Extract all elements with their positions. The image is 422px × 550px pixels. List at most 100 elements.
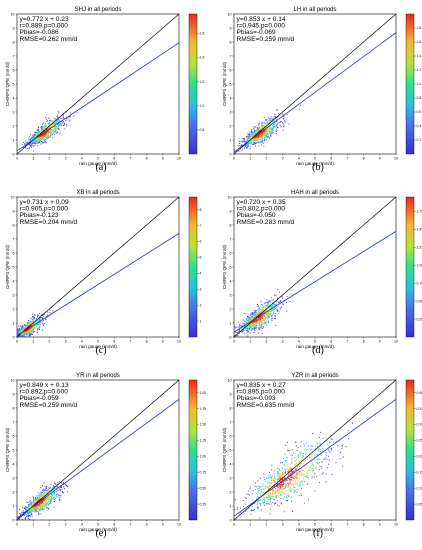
data-point: [260, 126, 262, 128]
data-point: [63, 117, 65, 119]
data-point: [265, 122, 268, 124]
data-point: [276, 121, 278, 123]
data-point: [275, 303, 277, 305]
scatter-panel-1: SHJ in all periods0011223344556677889910…: [5, 7, 204, 173]
data-point: [33, 327, 35, 329]
data-point: [268, 303, 270, 305]
y-axis-label: CHIRPS QPE (mm/d): [5, 244, 10, 289]
x-tick-label: 0: [233, 340, 235, 344]
colorbar-tick-label: 6: [200, 240, 202, 244]
data-point: [34, 316, 36, 318]
data-point: [41, 321, 43, 323]
data-point: [267, 313, 269, 316]
data-point: [65, 123, 67, 126]
data-point: [27, 141, 29, 143]
data-point: [50, 132, 52, 134]
identity-line: [16, 379, 180, 521]
data-point: [251, 322, 254, 325]
data-point: [257, 141, 259, 143]
data-point: [54, 127, 56, 129]
data-point: [29, 518, 31, 520]
data-point: [40, 317, 42, 319]
data-point: [44, 505, 46, 507]
data-point: [298, 108, 300, 110]
data-point: [272, 118, 274, 120]
data-point: [40, 321, 42, 323]
data-point: [251, 132, 253, 134]
data-point: [283, 125, 285, 127]
data-point: [56, 124, 58, 126]
data-point: [254, 140, 256, 142]
data-point: [326, 458, 328, 460]
data-point: [259, 317, 261, 319]
stat-line: y=0.731 x + 0.09: [20, 199, 69, 206]
data-point: [234, 327, 236, 329]
data-point: [304, 468, 306, 470]
data-point: [45, 117, 47, 119]
data-point: [18, 325, 20, 327]
data-point: [34, 142, 36, 144]
data-point: [46, 492, 48, 494]
data-point: [260, 300, 262, 302]
data-point: [47, 488, 49, 490]
data-point: [21, 333, 23, 335]
data-point: [245, 329, 247, 331]
panel-title: SHJ in all periods: [75, 7, 122, 13]
data-point: [264, 308, 266, 310]
data-point: [30, 145, 32, 147]
data-point: [276, 126, 278, 128]
data-point: [238, 150, 240, 152]
data-point: [58, 128, 60, 131]
data-point: [279, 308, 281, 310]
data-point: [29, 138, 31, 140]
data-point: [275, 294, 277, 297]
data-point: [250, 141, 252, 143]
data-point: [35, 510, 37, 512]
data-point: [43, 136, 45, 138]
data-point: [261, 320, 263, 322]
x-tick-label: 1: [249, 340, 251, 344]
x-tick-label: 10: [177, 340, 181, 344]
data-point: [52, 493, 54, 495]
colorbar: [188, 196, 198, 338]
data-point: [39, 502, 41, 505]
data-point: [51, 497, 53, 499]
y-tick-label: 3: [13, 476, 15, 480]
data-point: [60, 499, 62, 501]
data-point: [296, 469, 298, 471]
data-point: [279, 300, 281, 302]
data-point: [259, 319, 262, 321]
data-point: [32, 313, 34, 315]
colorbar-tick-label: 1.0: [200, 104, 205, 108]
data-point: [266, 319, 268, 321]
data-point: [265, 301, 267, 303]
data-point: [277, 127, 279, 129]
data-point: [54, 134, 56, 136]
data-point: [35, 327, 37, 329]
y-tick-label: 9: [13, 26, 15, 30]
data-point: [252, 312, 254, 314]
data-point: [38, 137, 40, 139]
data-point: [53, 496, 55, 498]
colorbar-tick-label: 8: [200, 208, 202, 212]
data-point: [269, 131, 271, 133]
data-point: [49, 130, 51, 132]
data-point: [24, 324, 26, 326]
data-point: [264, 304, 267, 306]
data-point: [42, 324, 45, 327]
data-point: [263, 140, 265, 142]
data-point: [253, 321, 255, 323]
data-point: [249, 132, 251, 134]
data-point: [271, 309, 273, 311]
data-point: [42, 323, 44, 325]
data-point: [49, 502, 52, 504]
data-point: [22, 329, 24, 331]
data-point: [28, 147, 30, 149]
data-point: [26, 330, 28, 333]
data-point: [39, 498, 41, 500]
data-point: [60, 123, 63, 125]
data-point: [40, 135, 42, 137]
data-point: [256, 131, 258, 133]
data-point: [27, 333, 29, 335]
y-tick-label: 4: [13, 279, 15, 283]
